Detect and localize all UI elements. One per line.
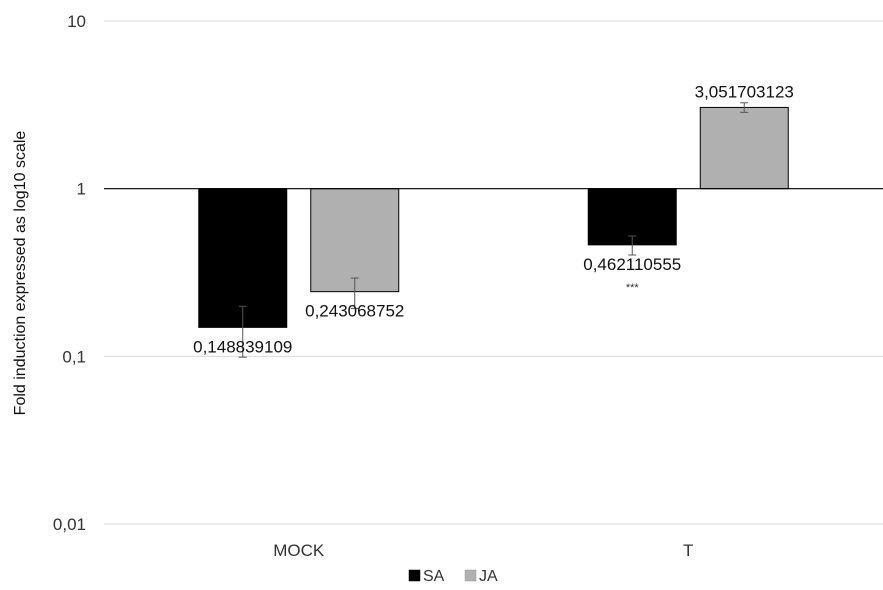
legend-label-ja: JA (479, 568, 498, 585)
data-label: 0,148839109 (193, 337, 292, 356)
y-tick-label: 0,1 (62, 347, 86, 366)
y-tick-label: 1 (77, 180, 86, 199)
y-axis-label: Fold induction expressed as log10 scale (12, 131, 29, 416)
data-label: 3,051703123 (695, 82, 794, 101)
legend-label-sa: SA (423, 568, 445, 585)
legend-swatch-ja (464, 569, 477, 582)
gridlines (104, 20, 883, 525)
data-labels: 0,148839109 0,243068752 0,462110555 *** 3,05… (193, 82, 794, 356)
y-axis-ticks: 0,01 0,1 1 10 (53, 12, 86, 534)
y-tick-label: 0,01 (53, 515, 86, 534)
error-bars (238, 102, 749, 358)
category-labels: MOCK T (273, 541, 693, 560)
category-label: T (683, 541, 693, 560)
y-tick-label: 10 (67, 12, 86, 31)
bar-sa (198, 188, 288, 328)
data-label: 0,243068752 (305, 302, 404, 321)
category-label: MOCK (273, 541, 325, 560)
legend: SA JA (408, 568, 498, 585)
bars (198, 106, 789, 328)
bar-ja (310, 188, 400, 293)
significance-marker: *** (626, 282, 640, 294)
data-label: 0,462110555 (583, 255, 681, 274)
legend-swatch-sa (408, 569, 421, 582)
bar-ja (699, 106, 789, 190)
